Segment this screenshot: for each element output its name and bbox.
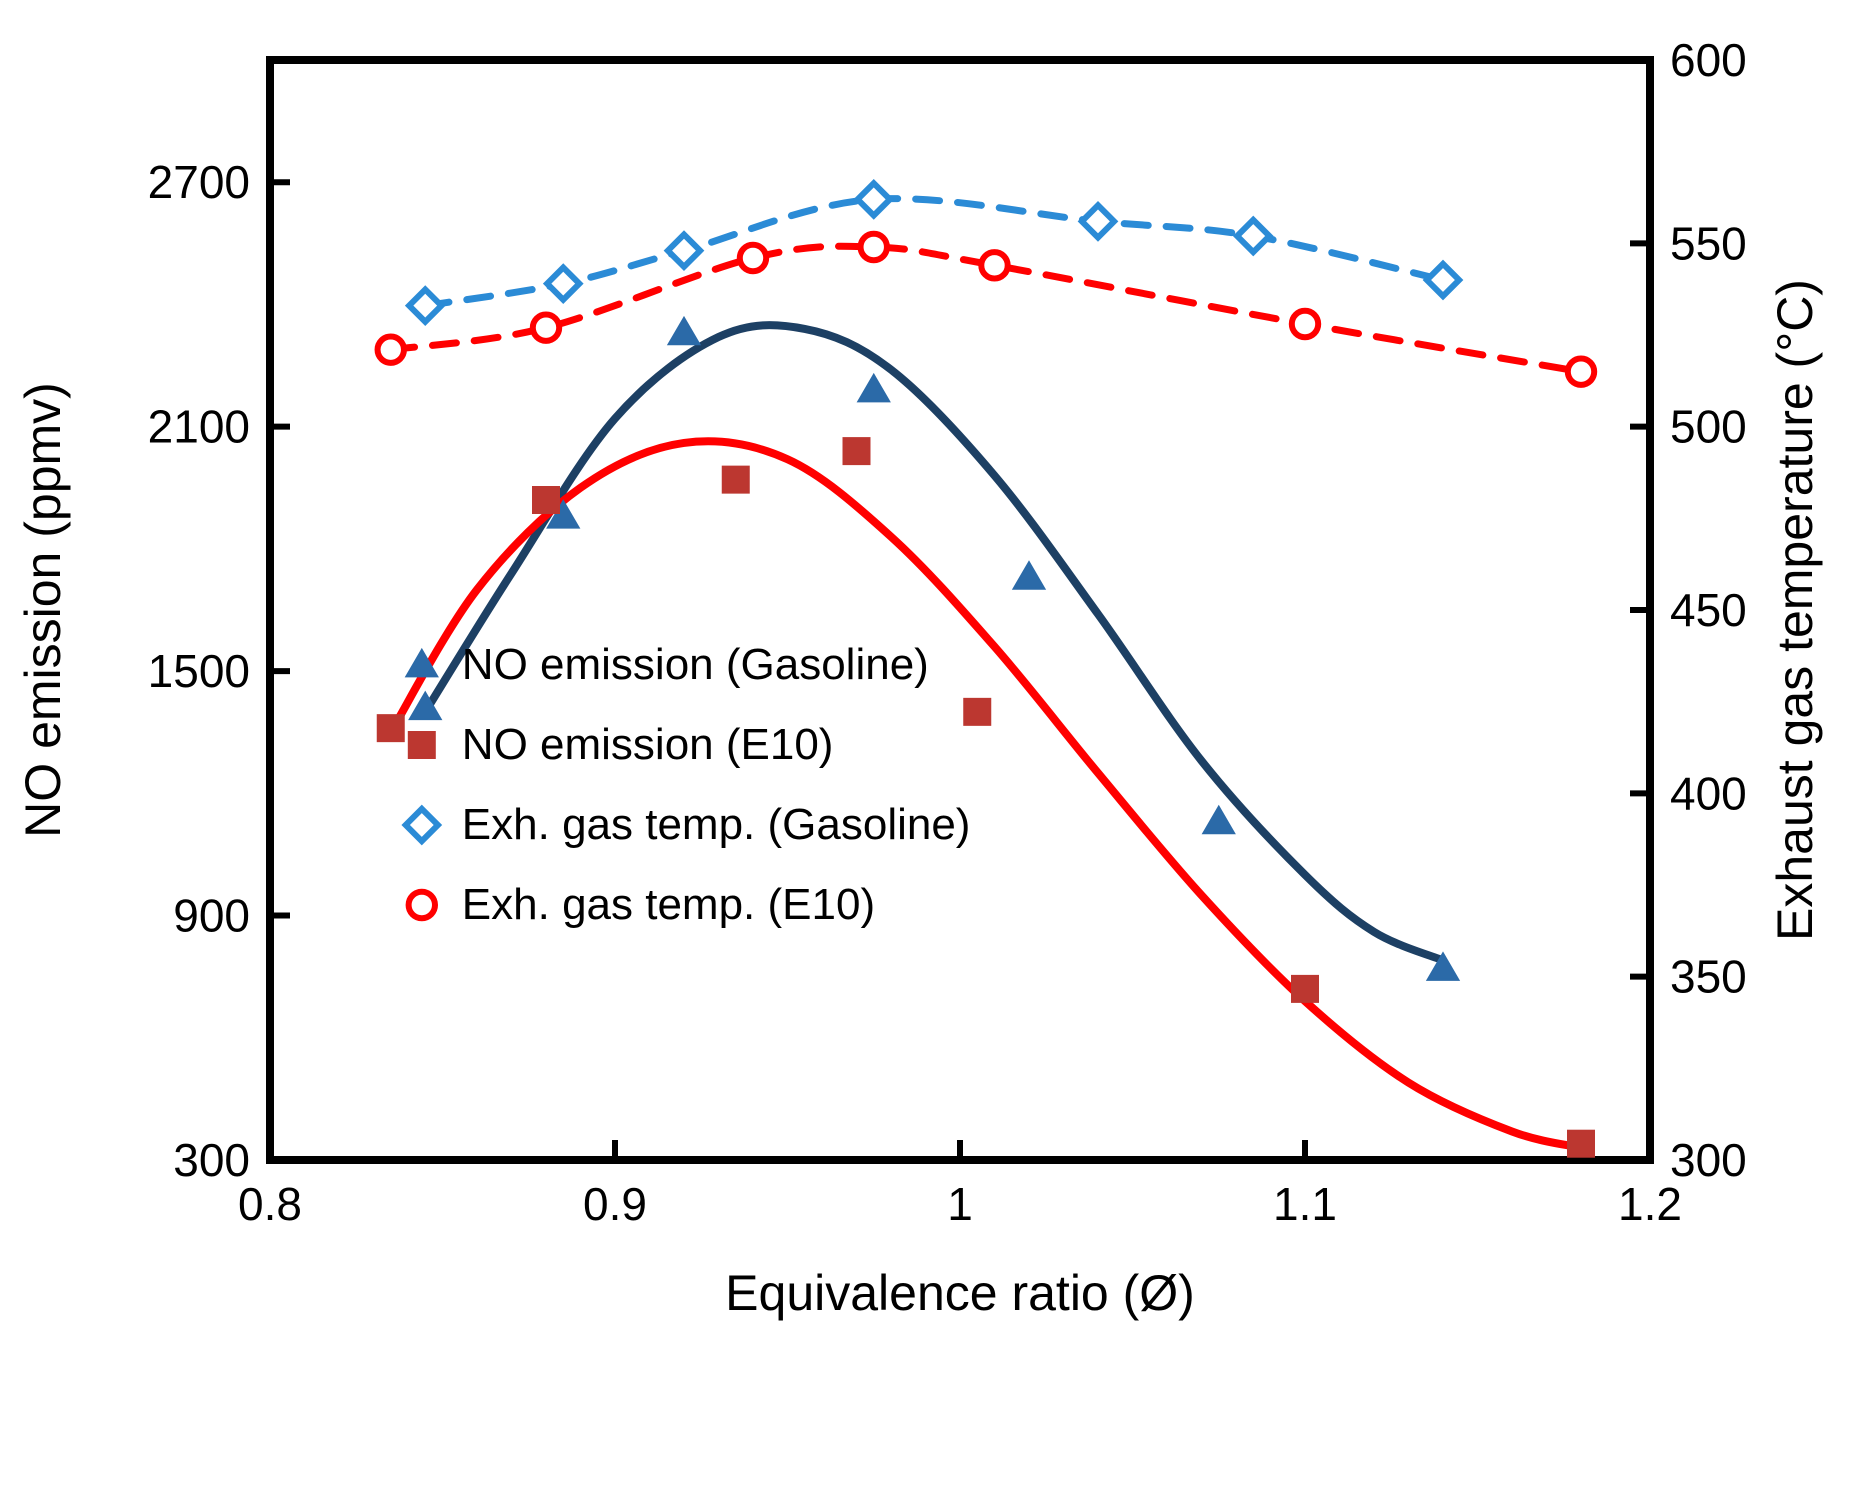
temp-e10-marker — [861, 234, 887, 260]
y-right-tick-label: 400 — [1670, 767, 1747, 819]
y-right-axis-label: Exhaust gas temperature (°C) — [1767, 279, 1823, 941]
temp-e10-marker — [378, 336, 404, 362]
y-right-tick-label: 550 — [1670, 217, 1747, 269]
no-e10-marker — [1568, 1131, 1594, 1157]
legend-marker — [409, 892, 435, 918]
temp-e10-marker — [740, 245, 766, 271]
y-left-tick-label: 900 — [173, 890, 250, 942]
temp-e10-marker — [1292, 311, 1318, 337]
temp-e10-marker — [981, 252, 1007, 278]
chart-svg: 0.80.911.11.2Equivalence ratio (Ø)300900… — [0, 0, 1862, 1501]
y-left-tick-label: 300 — [173, 1134, 250, 1186]
no-e10-marker — [533, 487, 559, 513]
x-axis-label: Equivalence ratio (Ø) — [725, 1265, 1195, 1321]
legend-label: Exh. gas temp. (Gasoline) — [462, 800, 971, 849]
y-left-tick-label: 2100 — [148, 401, 250, 453]
no-e10-marker — [723, 467, 749, 493]
legend-marker — [409, 732, 435, 758]
y-right-tick-label: 600 — [1670, 34, 1747, 86]
x-tick-label: 1.1 — [1273, 1178, 1337, 1230]
no-e10-marker — [844, 438, 870, 464]
y-right-tick-label: 300 — [1670, 1134, 1747, 1186]
y-right-tick-label: 350 — [1670, 951, 1747, 1003]
no-e10-marker — [1292, 976, 1318, 1002]
temp-e10-marker — [1568, 358, 1594, 384]
temp-e10-marker — [533, 314, 559, 340]
y-right-tick-label: 500 — [1670, 401, 1747, 453]
chart-container: 0.80.911.11.2Equivalence ratio (Ø)300900… — [0, 0, 1862, 1501]
y-left-axis-label: NO emission (ppmv) — [15, 382, 71, 838]
y-left-tick-label: 1500 — [148, 645, 250, 697]
x-tick-label: 1 — [947, 1178, 973, 1230]
y-left-tick-label: 2700 — [148, 156, 250, 208]
no-e10-marker — [964, 699, 990, 725]
no-e10-marker — [378, 715, 404, 741]
legend-label: NO emission (E10) — [462, 720, 834, 769]
legend-label: NO emission (Gasoline) — [462, 640, 929, 689]
x-tick-label: 0.9 — [583, 1178, 647, 1230]
legend-label: Exh. gas temp. (E10) — [462, 880, 875, 929]
y-right-tick-label: 450 — [1670, 584, 1747, 636]
